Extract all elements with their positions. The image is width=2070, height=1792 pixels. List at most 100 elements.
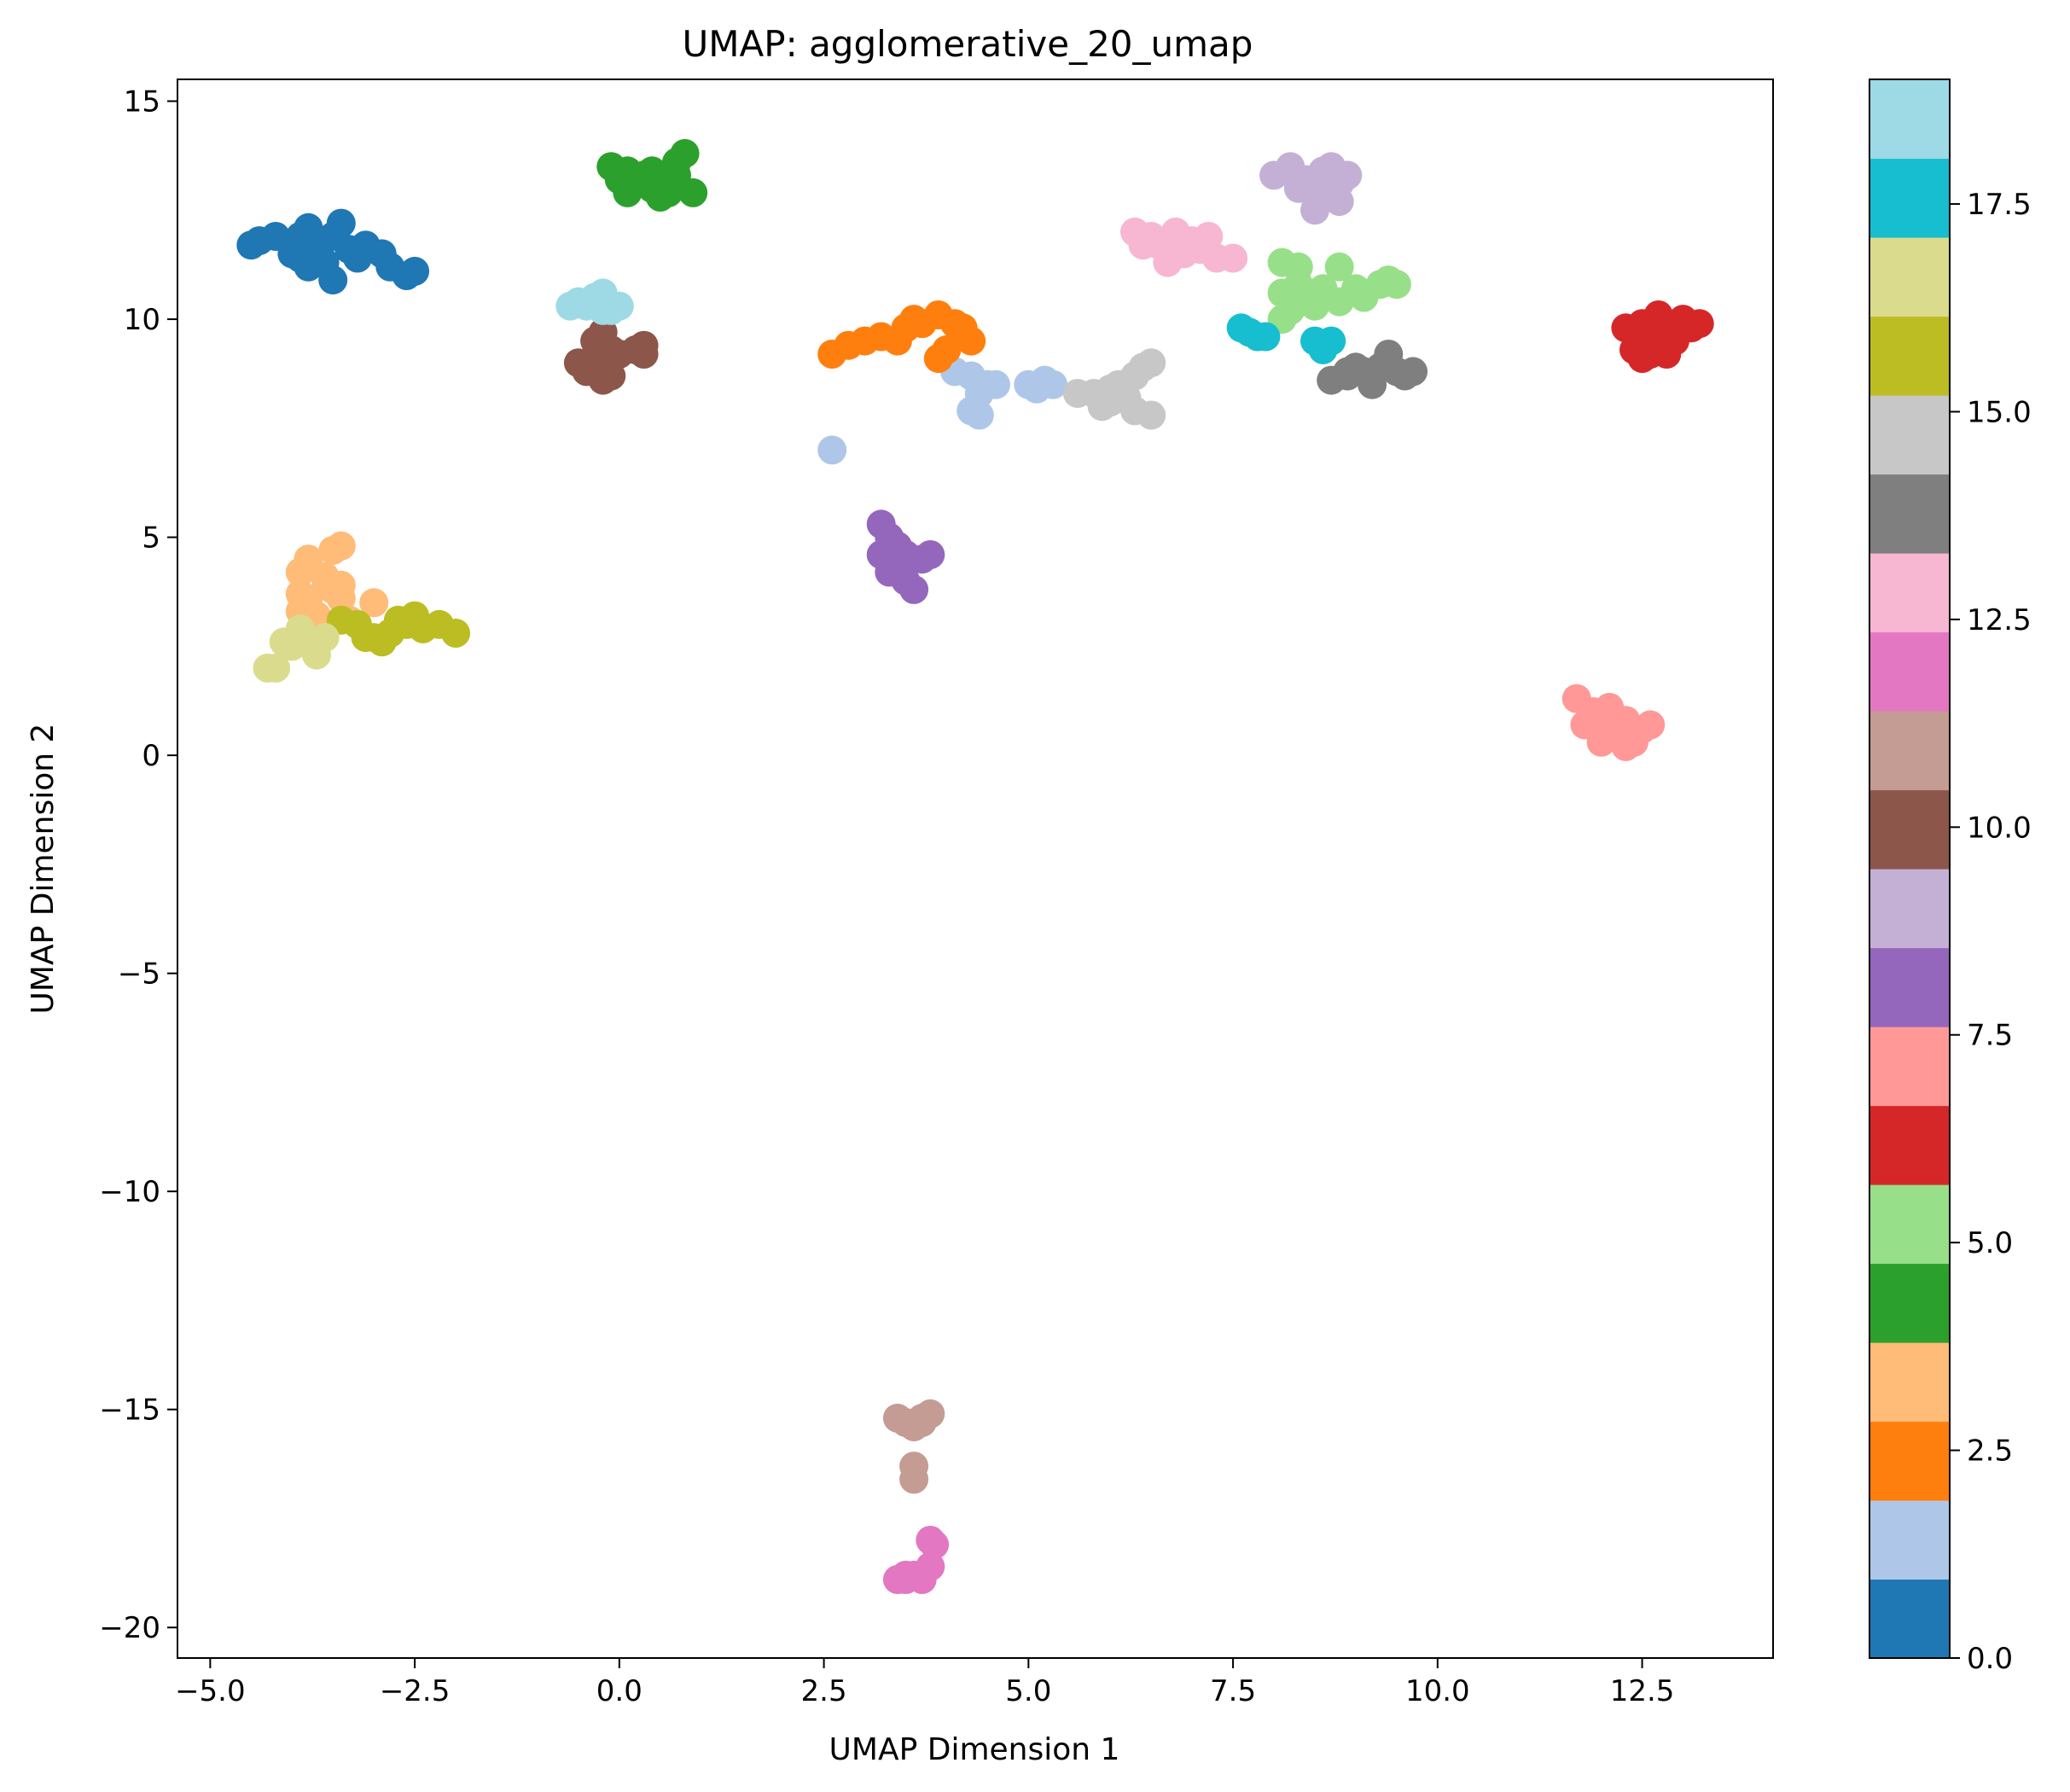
data-point — [326, 531, 356, 561]
data-point — [383, 605, 413, 635]
data-point — [1251, 322, 1281, 352]
x-tick-label: 2.5 — [801, 1674, 847, 1708]
data-point — [907, 1403, 937, 1433]
data-point — [580, 326, 610, 356]
data-point — [637, 156, 667, 186]
data-point — [1611, 731, 1641, 761]
data-point — [310, 623, 340, 653]
data-point — [1684, 309, 1714, 339]
data-point — [891, 1565, 921, 1594]
data-point — [662, 160, 691, 190]
points-layer — [236, 138, 1714, 1594]
x-axis-title: UMAP Dimension 1 — [829, 1732, 1120, 1767]
y-tick-label: −5 — [118, 957, 160, 992]
colorbar-segment — [1869, 79, 1950, 160]
data-point — [1276, 152, 1305, 182]
y-tick-label: 5 — [142, 521, 160, 556]
data-point — [948, 313, 978, 343]
data-point — [253, 653, 282, 683]
colorbar-tick-label: 5.0 — [1967, 1226, 2013, 1260]
data-point — [1381, 270, 1411, 300]
data-point — [1137, 348, 1166, 378]
x-tick-label: 7.5 — [1210, 1674, 1256, 1708]
colorbar-segment — [1869, 237, 1950, 317]
data-point — [1358, 361, 1387, 391]
data-point — [441, 619, 471, 648]
y-tick-label: 10 — [124, 303, 160, 337]
data-point — [1120, 396, 1149, 426]
data-point — [400, 256, 430, 286]
colorbar-tick-label: 7.5 — [1967, 1019, 2013, 1053]
data-point — [351, 623, 381, 653]
data-point — [1627, 344, 1657, 374]
colorbar: 0.0 2.5 5.0 7.5 10.0 12.5 15.0 17.5 — [1869, 79, 2032, 1676]
colorbar-segment — [1869, 711, 1950, 791]
data-point — [1324, 252, 1354, 282]
data-point — [670, 138, 700, 168]
data-point — [981, 369, 1010, 399]
x-tick-label: 10.0 — [1405, 1674, 1470, 1708]
x-tick-label: −5.0 — [175, 1674, 246, 1708]
colorbar-tick-label: 2.5 — [1967, 1434, 2013, 1469]
data-point — [285, 579, 315, 608]
data-point — [359, 588, 389, 618]
colorbar-tick-label: 17.5 — [1967, 188, 2032, 222]
data-point — [923, 344, 953, 374]
plot-frame — [177, 79, 1774, 1659]
colorbar-segment — [1869, 395, 1950, 475]
data-point — [899, 305, 929, 335]
colorbar-segment — [1869, 1342, 1950, 1423]
data-point — [326, 208, 356, 238]
colorbar-segment — [1869, 1027, 1950, 1107]
colorbar-segment — [1869, 158, 1950, 238]
y-tick-label: 0 — [142, 739, 160, 773]
colorbar-segment — [1869, 1263, 1950, 1343]
data-point — [1096, 387, 1125, 417]
colorbar-segment — [1869, 869, 1950, 949]
x-tick-label: 0.0 — [596, 1674, 643, 1708]
y-tick-label: −20 — [99, 1611, 160, 1645]
data-point — [916, 540, 945, 569]
data-point — [899, 1464, 929, 1494]
data-point — [1308, 177, 1338, 207]
y-axis: 15 10 5 0 −5 −10 −15 −20 — [99, 85, 177, 1645]
colorbar-segment — [1869, 474, 1950, 554]
x-tick-label: 12.5 — [1610, 1674, 1675, 1708]
data-point — [817, 435, 847, 465]
data-point — [326, 570, 356, 600]
data-point — [1586, 727, 1616, 757]
colorbar-segment — [1869, 947, 1950, 1027]
data-point — [1128, 230, 1158, 260]
colorbar-segment — [1869, 1500, 1950, 1580]
data-point — [1652, 340, 1682, 369]
data-point — [1636, 710, 1666, 740]
data-point — [318, 265, 348, 295]
colorbar-tick-label: 10.0 — [1967, 811, 2032, 845]
colorbar-tick-label: 15.0 — [1967, 395, 2032, 429]
colorbar-segment — [1869, 1421, 1950, 1501]
data-point — [1333, 357, 1363, 387]
colorbar-segment — [1869, 789, 1950, 870]
data-point — [588, 295, 618, 325]
colorbar-segment — [1869, 1105, 1950, 1185]
y-axis-title: UMAP Dimension 2 — [26, 724, 61, 1015]
colorbar-segment — [1869, 631, 1950, 712]
data-point — [1333, 160, 1363, 190]
data-point — [899, 574, 929, 604]
colorbar-segment — [1869, 316, 1950, 396]
data-point — [1304, 329, 1334, 358]
data-point — [1398, 357, 1428, 387]
colorbar-tick-label: 12.5 — [1967, 603, 2032, 637]
data-point — [1038, 369, 1068, 399]
x-axis: −5.0 −2.5 0.0 2.5 5.0 7.5 10.0 12.5 — [175, 1658, 1674, 1708]
data-point — [875, 544, 904, 574]
chart-title: UMAP: agglomerative_20_umap — [683, 23, 1253, 65]
y-tick-label: −10 — [99, 1175, 160, 1209]
data-point — [1218, 243, 1248, 273]
x-tick-label: −2.5 — [380, 1674, 451, 1708]
colorbar-segment — [1869, 553, 1950, 633]
x-tick-label: 5.0 — [1005, 1674, 1051, 1708]
y-tick-label: −15 — [99, 1393, 160, 1428]
